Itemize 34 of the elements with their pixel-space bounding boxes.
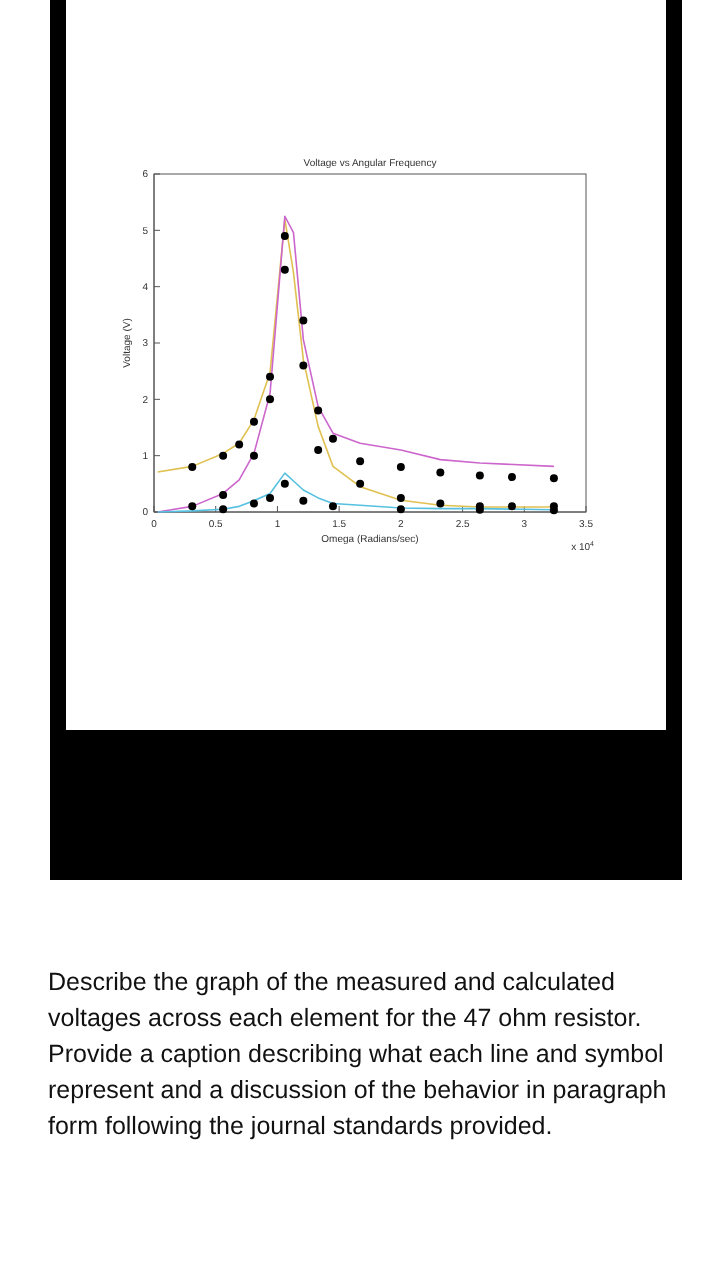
point [219,491,228,500]
point [249,499,258,508]
point [356,479,365,488]
point [299,316,308,325]
point [280,479,289,488]
point [188,502,197,511]
point [436,468,445,477]
point [356,457,365,466]
point [280,231,289,240]
point [475,471,484,480]
point [266,493,275,502]
line-series [156,472,555,513]
point [219,451,228,460]
point [549,474,558,483]
point [507,502,516,511]
point [249,451,258,460]
point [507,473,516,482]
point [436,499,445,508]
point [219,505,228,514]
point [188,462,197,471]
point [280,265,289,274]
point [266,395,275,404]
point [328,502,337,511]
point [299,496,308,505]
point [266,372,275,381]
point [314,406,323,415]
point [328,434,337,443]
text: Describe the graph of the measured and calculated voltages across each element for the 47 ohm resistor. Provide a caption describing what each line and symbol represent and a discussion of the behavior in paragraph form following the journal standards provided. [48,966,669,1144]
point [249,417,258,426]
point [299,361,308,370]
point [314,446,323,455]
point [235,440,244,449]
point [396,493,405,502]
point [396,462,405,471]
